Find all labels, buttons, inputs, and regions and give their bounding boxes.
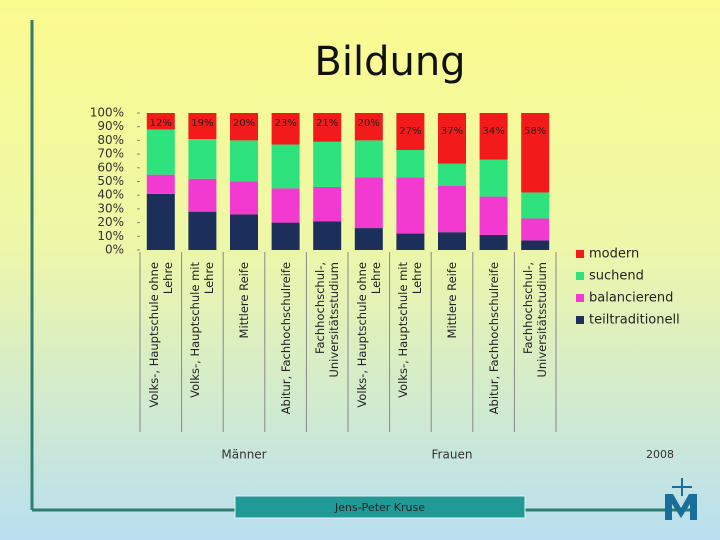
bar-segment bbox=[313, 113, 342, 142]
data-label: 37% bbox=[441, 126, 463, 137]
logo bbox=[665, 478, 697, 520]
data-label: 20% bbox=[358, 118, 380, 129]
y-tick-label: 60% bbox=[97, 160, 124, 174]
x-tick-label: Fachhochschul-, Universitätsstudium bbox=[521, 262, 550, 378]
legend-swatch bbox=[576, 250, 584, 258]
bar-segment bbox=[438, 163, 466, 186]
y-tick-label: 80% bbox=[97, 133, 124, 147]
bar-segment bbox=[271, 222, 300, 250]
bar-segment bbox=[146, 174, 175, 194]
data-label: 19% bbox=[191, 118, 213, 129]
legend-label: suchend bbox=[589, 269, 644, 284]
bar-segment bbox=[230, 113, 258, 141]
x-tick-label: Volks-, Hauptschule ohne Lehre bbox=[146, 262, 175, 408]
slide-title: Bildung bbox=[314, 39, 465, 85]
y-tick-label: 50% bbox=[97, 174, 124, 188]
legend-swatch bbox=[576, 272, 584, 280]
data-label: 23% bbox=[274, 118, 296, 129]
bar-segment bbox=[230, 181, 258, 215]
x-tick-label: Volks-, Hauptschule mit Lehre bbox=[188, 262, 217, 398]
bar-segment bbox=[521, 240, 550, 250]
x-tick-label: Mittlere Reife bbox=[237, 262, 251, 339]
bar-segment bbox=[396, 113, 425, 150]
bar-segment bbox=[396, 233, 425, 250]
data-label: 34% bbox=[482, 126, 504, 137]
note: 2008 bbox=[646, 448, 674, 461]
bar-segment bbox=[146, 113, 175, 130]
bar-segment bbox=[396, 177, 425, 234]
y-tick-label: 20% bbox=[97, 215, 124, 229]
bar-segment bbox=[521, 192, 550, 219]
bar-segment bbox=[354, 228, 383, 250]
bar-segment bbox=[146, 193, 175, 250]
bar-segment bbox=[313, 141, 342, 187]
x-tick-label: Mittlere Reife bbox=[445, 262, 459, 339]
data-label: 21% bbox=[316, 118, 338, 129]
bar-segment bbox=[479, 196, 508, 235]
bar-segment bbox=[479, 159, 508, 197]
bar-segment bbox=[146, 129, 175, 175]
x-tick-label: Abitur, Fachhochschulreife bbox=[278, 262, 293, 415]
data-label: 12% bbox=[150, 118, 172, 129]
group-label: Frauen bbox=[432, 448, 473, 462]
bar-segment bbox=[438, 185, 466, 233]
y-tick-label: 10% bbox=[97, 229, 124, 243]
bar-segment bbox=[521, 113, 550, 193]
y-tick-label: 0% bbox=[105, 243, 124, 257]
bar-segment bbox=[354, 177, 383, 229]
bar-segment bbox=[438, 113, 466, 164]
bar-segment bbox=[479, 234, 508, 250]
bar-segment bbox=[188, 113, 217, 140]
legend-label: teiltraditionell bbox=[589, 313, 680, 328]
bar-segment bbox=[313, 221, 342, 250]
bar-segment bbox=[271, 144, 300, 189]
bar-segment bbox=[188, 178, 217, 212]
bar-segment bbox=[396, 149, 425, 178]
x-tick-label: Abitur, Fachhochschulreife bbox=[486, 262, 501, 415]
bar-segment bbox=[313, 186, 342, 222]
footer-box bbox=[234, 495, 526, 519]
data-label: 58% bbox=[524, 126, 546, 137]
bar-segment bbox=[479, 113, 508, 160]
y-tick-label: 100% bbox=[90, 106, 124, 120]
bar-segment bbox=[521, 218, 550, 241]
x-tick-label: Volks-, Hauptschule ohne Lehre bbox=[354, 262, 383, 408]
data-label: 20% bbox=[233, 118, 255, 129]
bar-segment bbox=[354, 113, 383, 141]
y-tick-label: 90% bbox=[97, 119, 124, 133]
legend-label: modern bbox=[589, 247, 639, 262]
y-tick-label: 70% bbox=[97, 147, 124, 161]
data-label: 27% bbox=[399, 126, 421, 137]
bar-segment bbox=[438, 232, 466, 250]
y-tick-label: 30% bbox=[97, 201, 124, 215]
y-tick-label: 40% bbox=[97, 188, 124, 202]
bar-segment bbox=[271, 113, 300, 145]
bar-segment bbox=[230, 140, 258, 182]
legend-swatch bbox=[576, 294, 584, 302]
group-label: Männer bbox=[221, 448, 266, 462]
bar-segment bbox=[271, 188, 300, 223]
bar-segment bbox=[354, 140, 383, 178]
footer: Jens-Peter Kruse bbox=[334, 501, 425, 514]
legend-label: balancierend bbox=[589, 291, 673, 306]
x-tick-label: Volks-, Hauptschule mit Lehre bbox=[396, 262, 425, 398]
x-tick-label: Fachhochschul-, Universitätsstudium bbox=[313, 262, 342, 378]
legend-swatch bbox=[576, 316, 584, 324]
bar-segment bbox=[188, 211, 217, 250]
bar-segment bbox=[188, 139, 217, 179]
bar-segment bbox=[230, 214, 258, 250]
